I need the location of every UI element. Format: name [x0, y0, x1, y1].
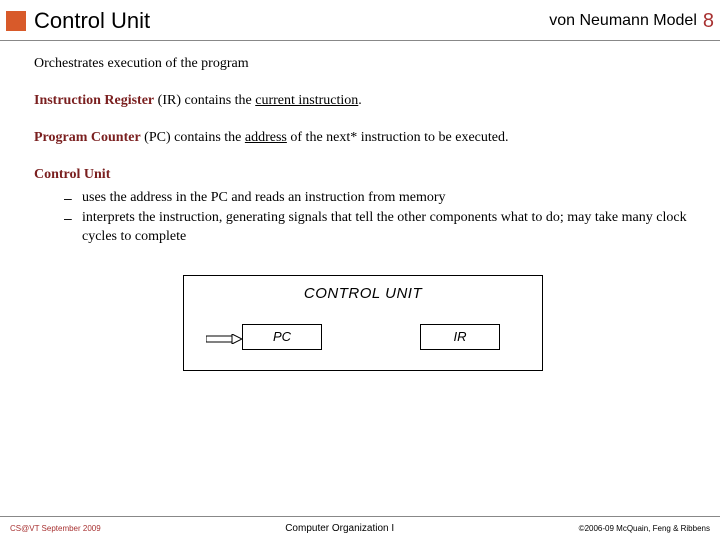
ir-tail: .	[358, 93, 362, 108]
cu-block: Control Unit – uses the address in the P…	[34, 166, 692, 248]
dash-icon: –	[64, 209, 82, 247]
pc-box: PC	[242, 324, 322, 350]
sub-item-1: uses the address in the PC and reads an …	[82, 189, 446, 208]
slide-header: Control Unit von Neumann Model 8	[0, 0, 720, 41]
pc-line: Program Counter (PC) contains the addres…	[34, 129, 692, 148]
pc-mid: (PC) contains the	[141, 130, 245, 145]
pc-address: address	[245, 130, 287, 145]
arrow-icon	[206, 334, 242, 344]
slide-content: Orchestrates execution of the program In…	[0, 41, 720, 371]
pc-tail: of the next* instruction to be executed.	[287, 130, 509, 145]
pc-term: Program Counter	[34, 130, 141, 145]
intro-line: Orchestrates execution of the program	[34, 55, 692, 74]
accent-square-icon	[6, 11, 26, 31]
ir-term: Instruction Register	[34, 93, 154, 108]
slide-title: Control Unit	[34, 8, 549, 34]
footer-center: Computer Organization I	[285, 523, 394, 534]
cu-heading: Control Unit	[34, 166, 692, 185]
sub-item-2: interprets the instruction, generating s…	[82, 209, 692, 247]
cu-sublist: – uses the address in the PC and reads a…	[64, 189, 692, 248]
ir-line: Instruction Register (IR) contains the c…	[34, 92, 692, 111]
control-unit-diagram: CONTROL UNIT PC IR	[183, 275, 543, 371]
ir-mid: (IR) contains the	[154, 93, 255, 108]
footer-right: ©2006-09 McQuain, Feng & Ribbens	[579, 524, 710, 533]
footer-left: CS@VT September 2009	[10, 524, 101, 533]
diagram-container: CONTROL UNIT PC IR	[34, 275, 692, 371]
dash-icon: –	[64, 189, 82, 208]
ir-current: current instruction	[255, 93, 358, 108]
slide-subtitle: von Neumann Model	[549, 12, 697, 30]
ir-box: IR	[420, 324, 500, 350]
list-item: – uses the address in the PC and reads a…	[64, 189, 692, 208]
diagram-title: CONTROL UNIT	[184, 284, 542, 304]
slide-footer: CS@VT September 2009 Computer Organizati…	[0, 516, 720, 534]
page-number: 8	[703, 10, 714, 33]
list-item: – interprets the instruction, generating…	[64, 209, 692, 247]
